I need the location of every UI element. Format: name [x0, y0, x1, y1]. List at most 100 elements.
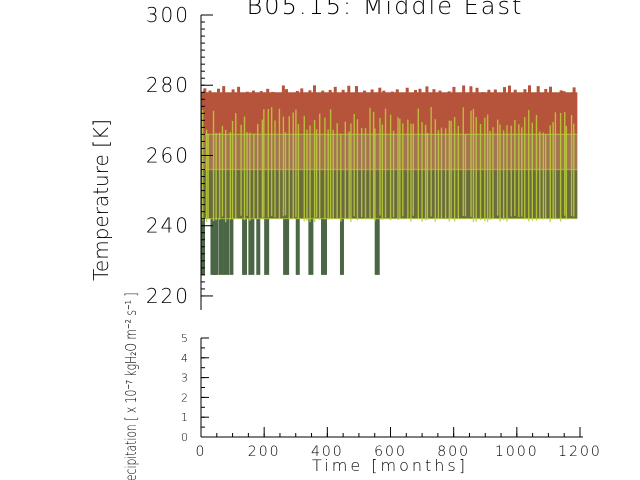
temperature-peak-bar [507, 85, 511, 94]
temperature-tick-label: 300 [146, 3, 190, 27]
temperature-peak-bar [266, 88, 270, 94]
temperature-peak-bar [378, 87, 382, 94]
temperature-panel: 220 240 260 280 300 B05.15: Middle East Temp… [89, 0, 578, 310]
precipitation-x-ticks [200, 427, 581, 437]
temperature-peak-bar [300, 88, 304, 94]
temperature-peak-bar [432, 89, 436, 94]
temperature-peak-bar [271, 91, 275, 94]
temperature-peak-bar [481, 92, 485, 94]
temperature-peak-bar [281, 85, 285, 94]
temperature-peak-bar [493, 89, 497, 94]
temperature-dip-bar [213, 218, 218, 275]
temperature-dip-bar [264, 218, 270, 275]
temperature-peak-bar [363, 90, 367, 94]
temperature-peak-bar [354, 86, 358, 94]
precipitation-x-tick-label: 400 [311, 444, 344, 460]
temperature-dip-bar [295, 218, 300, 275]
temperature-dip-bar [256, 218, 261, 275]
temperature-peak-bar [308, 90, 312, 94]
temperature-peak-bar [544, 88, 548, 94]
temperature-peak-bar [405, 87, 409, 94]
temperature-peak-bar [513, 89, 517, 94]
temperature-dip-bar [223, 218, 230, 275]
temperature-peak-bar [259, 91, 263, 94]
temperature-peak-bar [252, 90, 256, 94]
temperature-major-ticks [201, 14, 213, 297]
temperature-peak-bar [216, 88, 220, 94]
temperature-peak-bar [203, 88, 207, 94]
temperature-peak-bar [452, 86, 456, 94]
temperature-peak-bar [333, 86, 337, 94]
temperature-dip-bar [308, 218, 314, 275]
precipitation-x-tick-label: 1000 [495, 444, 539, 460]
precipitation-y-axis-label: Precipitation [ x 10⁻⁷ kgH₂O m⁻² s⁻¹ ] [123, 292, 140, 480]
temperature-peak-bar [425, 86, 429, 94]
temperature-series-area [201, 85, 578, 275]
temperature-peak-bar [503, 87, 507, 94]
temperature-tick-label: 280 [146, 73, 190, 97]
temperature-peak-bar [328, 89, 332, 94]
temperature-peak-bar [208, 90, 212, 94]
precipitation-panel: 0 1 2 3 4 5 0 200 400 600 800 1000 1200 Precipitati… [123, 292, 602, 480]
temperature-peak-bar [447, 91, 451, 94]
temperature-peak-bar [395, 89, 399, 94]
precipitation-y-tick-labels: 0 1 2 3 4 5 [181, 332, 188, 444]
temperature-peak-bar [390, 91, 394, 94]
temperature-peak-bar [559, 90, 563, 94]
temperature-peak-bar [438, 90, 442, 94]
precipitation-x-tick-labels: 0 200 400 600 800 1000 1200 [196, 444, 602, 460]
temperature-peak-bar [536, 86, 540, 94]
temperature-peak-bar [245, 91, 249, 94]
precipitation-y-tick-label: 2 [181, 391, 188, 404]
temperature-peak-bar [549, 86, 553, 94]
precipitation-x-tick-label: 800 [437, 444, 470, 460]
precipitation-y-tick-label: 3 [181, 372, 188, 385]
temperature-peak-bar [382, 90, 386, 94]
temperature-peak-bar [572, 87, 576, 94]
precipitation-x-tick-label: 0 [196, 444, 207, 460]
temperature-peak-bar [237, 86, 241, 94]
temperature-peak-bar [321, 90, 325, 94]
precipitation-y-tick-label: 1 [181, 411, 188, 424]
temperature-peak-bar [475, 87, 479, 94]
precipitation-y-tick-label: 4 [181, 352, 188, 365]
temperature-peak-bar [487, 89, 491, 94]
temperature-dip-bar [218, 218, 224, 275]
temperature-dip-bar [283, 218, 290, 275]
temperature-tick-label: 240 [146, 214, 190, 238]
temperature-peak-bar [347, 85, 351, 94]
temperature-dip-bar [242, 218, 248, 275]
temperature-tick-labels: 220 240 260 280 300 [146, 3, 190, 308]
temperature-peak-bar [523, 89, 527, 94]
temperature-y-axis-label: Temperature [K] [89, 119, 113, 281]
temperature-dip-bar [321, 218, 328, 275]
temperature-dip-bar [248, 218, 255, 275]
precipitation-minor-ticks [200, 337, 581, 438]
temperature-dip-bar [229, 218, 234, 275]
temperature-peak-bar [527, 85, 531, 94]
precipitation-y-tick-label: 5 [181, 332, 188, 345]
temperature-peak-bar [413, 89, 417, 94]
precipitation-x-tick-label: 600 [374, 444, 407, 460]
precipitation-x-axis-label: Time [months] [312, 456, 468, 475]
temperature-peak-bar [469, 86, 473, 94]
temperature-dip-bar [339, 218, 344, 275]
temperature-tick-label: 220 [146, 284, 190, 308]
temperature-peak-bar [284, 89, 288, 94]
temperature-peak-bar [418, 88, 422, 94]
chart-title: B05.15: Middle East [247, 0, 524, 20]
precipitation-x-tick-label: 200 [248, 444, 281, 460]
temperature-peak-bar [370, 89, 374, 94]
temperature-peak-bar [222, 86, 226, 94]
temperature-peak-bar [231, 89, 235, 94]
temperature-peak-bar [562, 91, 566, 94]
temperature-dip-bar [374, 218, 380, 275]
temperature-peak-bar [295, 90, 299, 94]
precipitation-x-tick-label: 1200 [558, 444, 602, 460]
temperature-peak-bar [312, 85, 316, 94]
precipitation-y-ticks [201, 337, 209, 438]
temperature-peak-bar [341, 89, 345, 94]
temperature-peak-bar [462, 85, 466, 94]
precipitation-y-tick-label: 0 [181, 431, 188, 444]
